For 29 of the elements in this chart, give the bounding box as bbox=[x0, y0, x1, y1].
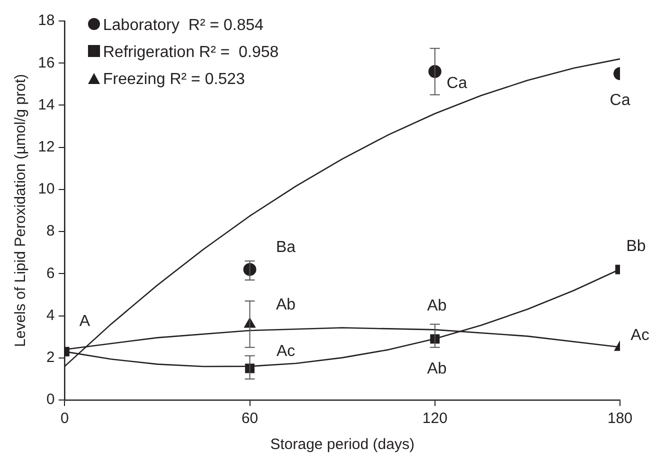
x-axis-title: Storage period (days) bbox=[270, 436, 414, 454]
y-tick-label: 18 bbox=[38, 12, 55, 30]
y-tick-label: 0 bbox=[46, 391, 55, 408]
y-tick-label: 4 bbox=[46, 306, 55, 324]
annotation: Ab bbox=[427, 297, 447, 314]
y-tick-label: 10 bbox=[38, 180, 55, 198]
y-tick-label: 12 bbox=[38, 138, 55, 156]
y-tick-label: 8 bbox=[46, 222, 55, 240]
annotation: Ac bbox=[630, 326, 650, 344]
y-tick-label: 16 bbox=[38, 54, 55, 72]
legend-label: Freezing R² = 0.523 bbox=[103, 71, 245, 88]
annotation: A bbox=[79, 312, 90, 330]
x-tick-label: 0 bbox=[60, 410, 69, 428]
x-tick-label: 120 bbox=[422, 410, 448, 428]
legend-label: Laboratory R² = 0.854 bbox=[103, 17, 264, 34]
annotation: Ab bbox=[427, 360, 447, 378]
y-tick-label: 6 bbox=[46, 264, 55, 282]
y-tick-label: 2 bbox=[46, 349, 55, 366]
annotation: Ca bbox=[610, 92, 630, 110]
annotation: Ab bbox=[276, 296, 296, 314]
y-tick-label: 14 bbox=[38, 96, 55, 114]
legend-label: Refrigeration R² = 0.958 bbox=[103, 44, 279, 61]
x-tick-label: 60 bbox=[241, 410, 258, 428]
y-axis-title: Levels of Lipid Peroxidation (µmol/g prot) bbox=[12, 74, 30, 347]
annotation: Ac bbox=[276, 342, 296, 360]
annotation: Ba bbox=[276, 238, 296, 256]
annotation: Bb bbox=[626, 238, 646, 255]
x-tick-label: 180 bbox=[607, 410, 633, 428]
annotation: Ca bbox=[446, 74, 468, 92]
